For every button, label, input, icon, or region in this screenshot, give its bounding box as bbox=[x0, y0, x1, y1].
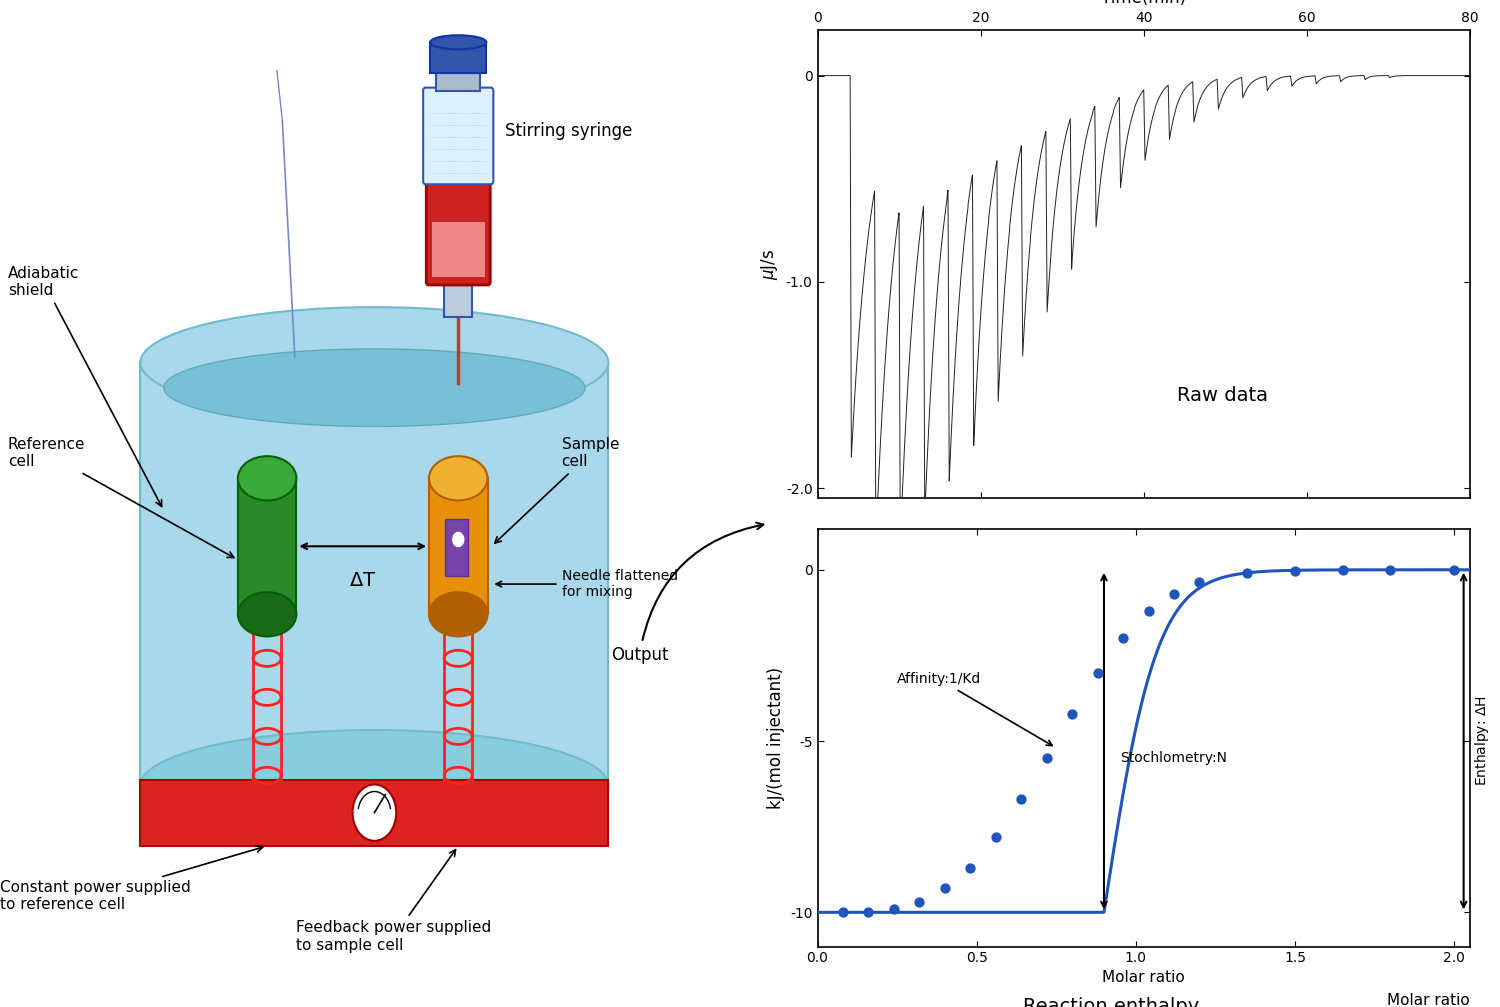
Point bbox=[1282, 564, 1306, 580]
Text: Sample
cell: Sample cell bbox=[495, 437, 620, 543]
Point bbox=[933, 880, 957, 896]
Ellipse shape bbox=[429, 456, 488, 500]
Text: Stochlometry:N: Stochlometry:N bbox=[1120, 751, 1227, 765]
X-axis label: Molar ratio: Molar ratio bbox=[1102, 970, 1185, 985]
Text: Needle flattened
for mixing: Needle flattened for mixing bbox=[496, 569, 678, 599]
Point bbox=[856, 904, 880, 920]
Bar bbox=[141, 363, 609, 785]
Text: Reference
cell: Reference cell bbox=[8, 437, 234, 558]
Text: $\Delta$T: $\Delta$T bbox=[350, 572, 376, 590]
Point bbox=[908, 894, 932, 910]
Point bbox=[1162, 586, 1186, 602]
Text: Reaction enthalpy: Reaction enthalpy bbox=[1023, 997, 1200, 1007]
Bar bbox=[446, 520, 468, 576]
Y-axis label: kJ/(mol injectant): kJ/(mol injectant) bbox=[766, 667, 784, 809]
Point bbox=[1330, 562, 1354, 578]
FancyBboxPatch shape bbox=[426, 168, 490, 285]
Point bbox=[831, 904, 855, 920]
Ellipse shape bbox=[141, 730, 609, 841]
FancyBboxPatch shape bbox=[423, 88, 494, 184]
Ellipse shape bbox=[238, 456, 297, 500]
Y-axis label: $\mu$J/s: $\mu$J/s bbox=[759, 249, 780, 280]
Bar bbox=[141, 780, 609, 846]
Point bbox=[984, 829, 1008, 845]
Ellipse shape bbox=[141, 307, 609, 418]
Point bbox=[1137, 603, 1161, 619]
Point bbox=[958, 860, 982, 876]
Ellipse shape bbox=[238, 592, 297, 636]
Bar bbox=[430, 42, 486, 73]
Text: Feedback power supplied
to sample cell: Feedback power supplied to sample cell bbox=[297, 850, 492, 953]
Text: Constant power supplied
to reference cell: Constant power supplied to reference cel… bbox=[0, 846, 262, 912]
Point bbox=[1112, 630, 1136, 646]
Point bbox=[1060, 706, 1084, 722]
Circle shape bbox=[352, 784, 396, 841]
Point bbox=[1086, 665, 1110, 681]
X-axis label: Time(min): Time(min) bbox=[1101, 0, 1186, 7]
Circle shape bbox=[453, 533, 464, 547]
Ellipse shape bbox=[430, 35, 486, 49]
Text: Raw data: Raw data bbox=[1176, 386, 1268, 405]
Bar bbox=[444, 282, 472, 317]
Point bbox=[1378, 562, 1402, 578]
Bar bbox=[238, 478, 297, 614]
Text: Enthalpy: $\Delta$H: Enthalpy: $\Delta$H bbox=[1473, 696, 1491, 786]
Text: Molar ratio: Molar ratio bbox=[1388, 993, 1470, 1007]
Bar bbox=[436, 73, 480, 91]
Point bbox=[882, 901, 906, 917]
Text: Output: Output bbox=[610, 523, 764, 664]
Ellipse shape bbox=[429, 592, 488, 636]
Point bbox=[1234, 565, 1258, 581]
Text: Adiabatic
shield: Adiabatic shield bbox=[8, 266, 162, 507]
Bar bbox=[432, 222, 484, 277]
Point bbox=[1035, 750, 1059, 766]
Bar bbox=[429, 478, 488, 614]
Point bbox=[1442, 562, 1466, 578]
Point bbox=[1188, 574, 1212, 590]
Point bbox=[1010, 792, 1034, 808]
Text: Affinity:1/Kd: Affinity:1/Kd bbox=[897, 673, 1052, 745]
Ellipse shape bbox=[164, 348, 585, 427]
Text: Stirring syringe: Stirring syringe bbox=[506, 122, 633, 140]
